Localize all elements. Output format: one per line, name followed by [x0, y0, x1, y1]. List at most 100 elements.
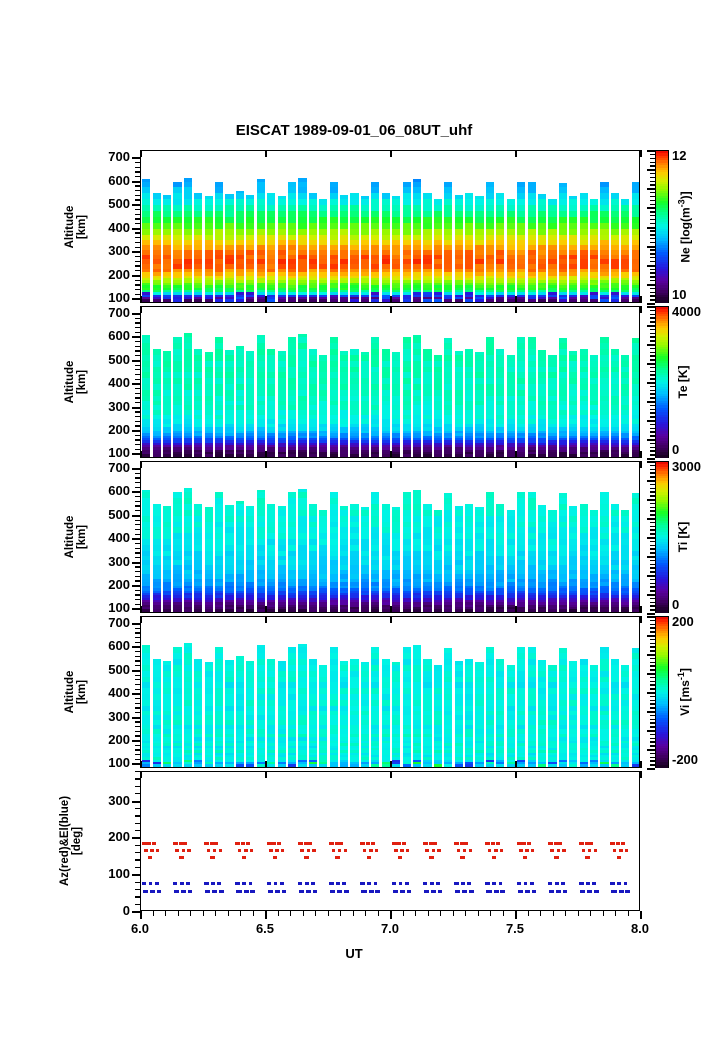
data-cell	[402, 750, 411, 753]
data-cell	[454, 433, 463, 436]
profile-column	[215, 307, 224, 457]
data-cell	[267, 545, 276, 551]
data-cell	[475, 354, 484, 361]
data-cell	[308, 440, 317, 443]
data-cell	[433, 299, 442, 302]
data-cell	[412, 737, 422, 741]
data-cell	[475, 409, 484, 415]
data-cell	[267, 433, 276, 436]
data-cell	[433, 569, 442, 575]
data-cell	[506, 259, 515, 264]
data-cell	[287, 285, 297, 288]
data-cell	[215, 414, 224, 420]
data-cell	[371, 272, 380, 276]
data-cell	[215, 602, 224, 605]
data-cell	[246, 254, 255, 260]
data-cell	[569, 294, 578, 297]
data-cell	[319, 378, 328, 385]
data-cell	[433, 670, 442, 677]
data-cell	[298, 400, 307, 406]
data-cell	[340, 588, 349, 591]
data-cell	[423, 533, 432, 540]
data-cell	[194, 444, 203, 448]
data-cell	[423, 569, 432, 575]
data-cell	[277, 590, 286, 593]
data-cell	[506, 527, 515, 534]
data-cell	[246, 240, 255, 246]
data-cell	[475, 527, 484, 534]
data-cell	[381, 719, 390, 725]
data-cell	[558, 259, 567, 264]
data-cell	[537, 222, 547, 229]
data-cell	[162, 292, 172, 295]
data-cell	[600, 272, 609, 276]
data-cell	[569, 447, 578, 450]
data-cell	[162, 444, 172, 448]
data-cell	[569, 263, 578, 269]
data-cell	[465, 515, 474, 522]
data-cell	[162, 676, 172, 683]
data-cell	[142, 745, 151, 748]
data-cell	[527, 263, 536, 269]
data-cell	[194, 719, 203, 725]
data-cell	[412, 409, 422, 415]
data-cell	[610, 285, 620, 288]
data-cell	[256, 343, 265, 350]
data-cell	[215, 750, 224, 753]
data-cell	[465, 299, 474, 302]
data-cell	[319, 263, 328, 269]
data-cell	[537, 419, 547, 424]
data-cell	[548, 430, 557, 434]
data-cell	[558, 249, 567, 255]
data-cell	[465, 440, 474, 443]
data-cell	[371, 216, 380, 223]
data-cell	[267, 743, 276, 746]
data-cell	[340, 440, 349, 443]
data-cell	[433, 555, 442, 561]
data-cell	[621, 588, 630, 591]
data-cell	[569, 604, 578, 607]
data-cell	[319, 409, 328, 415]
data-cell	[433, 275, 442, 279]
data-cell	[152, 688, 161, 695]
data-cell	[194, 599, 203, 603]
data-cell	[621, 574, 630, 579]
data-cell	[454, 545, 463, 551]
data-cell	[548, 527, 557, 534]
data-cell	[517, 564, 526, 570]
data-cell	[215, 597, 224, 600]
data-cell	[465, 509, 474, 516]
data-cell	[412, 275, 422, 279]
data-cell	[298, 560, 307, 565]
data-cell	[152, 564, 161, 570]
data-cell	[485, 550, 495, 556]
data-cell	[204, 405, 213, 410]
data-cell	[381, 599, 390, 603]
data-cell	[465, 539, 474, 545]
data-cell	[235, 289, 245, 293]
data-cell	[256, 515, 265, 522]
data-cell	[423, 560, 432, 565]
data-cell	[444, 609, 453, 612]
data-cell	[287, 187, 297, 194]
data-cell	[340, 292, 349, 295]
data-cell	[485, 498, 495, 505]
data-cell	[454, 414, 463, 420]
data-cell	[194, 193, 203, 200]
data-cell	[590, 414, 599, 420]
data-cell	[173, 259, 182, 264]
data-cell	[517, 597, 526, 600]
data-cell	[600, 337, 609, 344]
data-cell	[235, 737, 245, 741]
data-cell	[329, 754, 338, 758]
data-cell	[152, 390, 161, 396]
data-cell	[225, 664, 234, 671]
data-cell	[381, 550, 390, 556]
data-cell	[287, 715, 297, 720]
profile-column	[537, 151, 547, 302]
data-cell	[173, 289, 182, 293]
data-cell	[183, 280, 192, 283]
data-cell	[569, 211, 578, 217]
data-cell	[360, 609, 370, 612]
